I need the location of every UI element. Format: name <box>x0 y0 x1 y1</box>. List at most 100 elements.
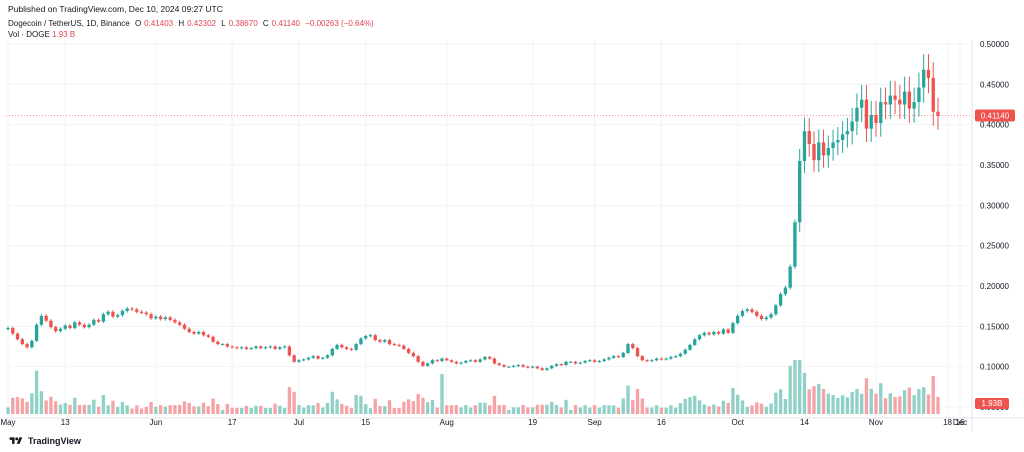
volume-bar <box>697 400 702 414</box>
candle-body <box>220 344 225 346</box>
candle-body <box>435 360 439 362</box>
close-label: C <box>262 19 269 28</box>
candle-body <box>569 361 573 363</box>
volume-bar <box>764 406 768 414</box>
candle-body <box>488 356 492 359</box>
volume-bar <box>540 404 544 414</box>
candle-body <box>521 365 525 367</box>
candle-body <box>225 344 230 347</box>
x-tick-label: Nov <box>869 418 883 427</box>
change-value: −0.00263 (−0.64%) <box>305 19 374 28</box>
volume-bar <box>130 408 134 414</box>
volume-bar <box>73 397 77 414</box>
candle-body <box>373 335 377 341</box>
tradingview-brand[interactable]: TradingView <box>28 436 81 446</box>
candle-body <box>402 345 406 349</box>
volume-bar <box>631 399 635 414</box>
chart-header: Published on TradingView.com, Dec 10, 20… <box>0 0 1024 40</box>
volume-bar <box>278 405 282 414</box>
x-tick-label: 17 <box>228 418 237 427</box>
candle-body <box>44 315 48 321</box>
candle-body <box>511 365 516 367</box>
volume-bar <box>798 360 802 414</box>
candle-body <box>864 99 869 129</box>
candle-body <box>507 366 511 368</box>
volume-bar <box>411 401 416 414</box>
y-tick-label: 0.25000 <box>980 242 1009 251</box>
symbol-label[interactable]: Dogecoin / TetherUS, 1D, Binance <box>8 19 130 28</box>
volume-bar <box>416 393 420 414</box>
volume-bar <box>502 404 506 414</box>
candle-body <box>445 358 449 361</box>
candle-body <box>802 131 807 161</box>
candle-body <box>273 346 277 349</box>
volume-bar <box>459 407 463 414</box>
candle-body <box>468 360 473 362</box>
volume-bar <box>788 365 792 414</box>
candle-body <box>6 327 10 330</box>
candle-body <box>39 315 44 325</box>
candle-body <box>907 91 912 109</box>
candle-body <box>883 102 888 105</box>
volume-bar <box>511 407 516 414</box>
candle-body <box>693 339 697 345</box>
candle-body <box>869 114 873 129</box>
x-tick-label: Aug <box>440 418 454 427</box>
volume-bar <box>850 392 854 414</box>
candle-body <box>707 332 711 335</box>
volume-bar <box>154 406 158 414</box>
candle-body <box>368 335 373 337</box>
volume-bar <box>736 394 740 414</box>
volume-bar <box>20 398 24 414</box>
volume-bar <box>335 399 339 414</box>
candle-body <box>540 368 544 370</box>
candle-body <box>559 364 563 366</box>
candle-body <box>516 365 520 367</box>
candle-body <box>912 102 916 109</box>
candle-body <box>931 77 935 112</box>
volume-bar <box>554 404 559 414</box>
candle-body <box>840 134 845 140</box>
volume-bar <box>607 405 611 414</box>
tradingview-logo-icon[interactable] <box>8 436 24 446</box>
candle-body <box>154 316 158 319</box>
x-tick-label: Dec <box>953 418 967 427</box>
x-tick-label: Jul <box>294 418 304 427</box>
volume-bar <box>197 406 201 414</box>
candle-body <box>216 341 220 345</box>
volume-bar <box>158 405 163 414</box>
volume-bar <box>192 406 196 414</box>
x-tick-label: Oct <box>731 418 744 427</box>
volume-bar <box>716 406 721 414</box>
candle-body <box>821 142 826 156</box>
volume-bar <box>230 407 234 414</box>
volume-bar <box>807 389 811 414</box>
volume-bar <box>325 402 330 414</box>
volume-bar <box>39 391 44 414</box>
candle-body <box>464 361 468 363</box>
volume-bar <box>182 401 187 414</box>
candle-body <box>411 352 416 357</box>
candle-body <box>135 309 139 312</box>
candle-body <box>73 322 77 328</box>
last-price-tag <box>975 109 1015 122</box>
volume-bar <box>869 388 873 414</box>
candle-body <box>583 361 587 363</box>
candle-body <box>34 324 39 341</box>
volume-bar <box>669 405 673 414</box>
candle-body <box>106 311 110 315</box>
last-price-label: 0.41140 <box>981 111 1010 120</box>
volume-bar <box>879 383 883 414</box>
candle-body <box>240 347 244 349</box>
volume-bar <box>893 397 897 414</box>
volume-label[interactable]: Vol · DOGE <box>8 30 50 39</box>
candle-body <box>406 348 411 353</box>
volume-bar <box>888 393 892 414</box>
volume-bar <box>92 399 96 414</box>
candle-body <box>459 362 463 364</box>
volume-bar <box>82 404 86 414</box>
candle-body <box>426 363 430 366</box>
x-tick-label: 16 <box>956 418 965 427</box>
volume-bar <box>235 407 239 414</box>
